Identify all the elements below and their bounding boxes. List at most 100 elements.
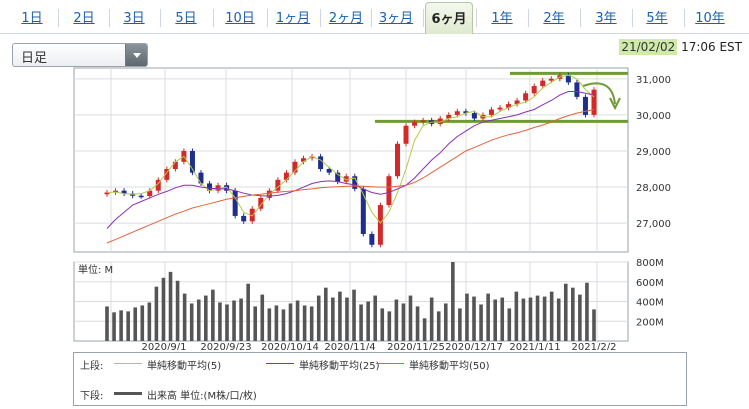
- tab-separator: [160, 9, 161, 27]
- volume-bar: [211, 289, 215, 341]
- candle-body: [523, 93, 529, 101]
- volume-bar: [528, 297, 533, 341]
- tab-8[interactable]: 6ヶ月: [425, 2, 473, 34]
- volume-bar: [429, 297, 434, 341]
- tab-3[interactable]: 5日: [175, 11, 197, 26]
- volume-bar: [549, 291, 554, 341]
- legend-lower-label: 下段:: [80, 391, 104, 402]
- volume-bar: [535, 295, 540, 341]
- tab-13[interactable]: 10年: [695, 11, 725, 26]
- candle-body: [420, 120, 426, 123]
- interval-select-value: 日足: [21, 51, 48, 66]
- volume-bar: [359, 304, 363, 341]
- candle-body: [292, 161, 298, 173]
- candle-body: [232, 190, 238, 216]
- timestamp-date: 21/02/02: [619, 39, 678, 55]
- volume-bar: [161, 277, 166, 341]
- legend-swatch-ma5: [114, 363, 142, 364]
- volume-bar: [323, 287, 328, 341]
- volume-bar: [366, 301, 370, 341]
- volume-bar: [281, 309, 286, 341]
- volume-bar: [274, 305, 279, 341]
- volume-bar: [239, 298, 243, 341]
- tab-1[interactable]: 2日: [73, 11, 95, 26]
- volume-bar: [521, 298, 526, 341]
- candle-body: [301, 158, 307, 162]
- volume-bar: [316, 295, 321, 341]
- volume-bar: [415, 306, 420, 341]
- candle-body: [394, 143, 400, 177]
- volume-bar: [592, 309, 596, 341]
- volume-bar: [387, 311, 392, 341]
- volume-bar: [436, 311, 441, 341]
- volume-tick-label: 800M: [636, 258, 664, 269]
- ma25-line: [106, 91, 595, 229]
- ma50-line: [106, 109, 595, 244]
- candle-body: [531, 86, 537, 94]
- candle-body: [172, 161, 178, 170]
- legend-swatch-ma25: [266, 363, 294, 364]
- candle-body: [121, 190, 127, 194]
- volume-bar: [267, 308, 272, 341]
- price-tick-label: 30,000: [636, 111, 671, 122]
- candle-body: [497, 107, 503, 110]
- volume-bar: [493, 299, 497, 341]
- volume-bar: [302, 305, 307, 341]
- volume-bar: [472, 296, 476, 341]
- candle-body: [403, 125, 409, 144]
- tab-5[interactable]: 1ヶ月: [275, 11, 311, 26]
- tab-0[interactable]: 1日: [21, 11, 43, 26]
- candle-body: [386, 176, 392, 206]
- tab-7[interactable]: 3ヶ月: [378, 11, 414, 26]
- tab-9[interactable]: 1年: [491, 11, 513, 26]
- legend-text-volume: 出来高 単位:(M株/口/枚): [147, 391, 257, 402]
- tab-separator: [683, 9, 685, 27]
- volume-bar: [585, 282, 589, 341]
- tab-separator: [475, 9, 477, 27]
- candle-body: [582, 96, 588, 115]
- tab-separator: [422, 9, 424, 27]
- tab-4[interactable]: 10日: [225, 11, 255, 26]
- date-label: 2020/9/23: [200, 342, 251, 350]
- volume-bar: [288, 303, 293, 341]
- candle-body: [412, 122, 418, 126]
- candle-body: [377, 205, 383, 245]
- volume-bar: [486, 293, 490, 341]
- candle-body: [147, 190, 153, 197]
- candle-body: [189, 150, 195, 173]
- candle-body: [488, 109, 494, 115]
- candle-body: [249, 208, 255, 222]
- tab-11[interactable]: 3年: [595, 11, 617, 26]
- interval-select[interactable]: 日足: [12, 43, 148, 67]
- candle-body: [565, 75, 571, 83]
- volume-bar: [571, 287, 575, 341]
- tab-separator: [580, 9, 581, 27]
- tab-2[interactable]: 3日: [123, 11, 145, 26]
- timestamp: 21/02/02 17:06 EST: [619, 39, 742, 55]
- candle-body: [514, 100, 520, 105]
- candle-body: [574, 82, 580, 97]
- tab-6[interactable]: 2ヶ月: [328, 11, 364, 26]
- tab-separator: [213, 9, 214, 27]
- volume-bar: [253, 306, 258, 341]
- volume-bar: [204, 295, 208, 341]
- candle-body: [138, 195, 144, 198]
- volume-bar: [394, 299, 399, 341]
- volume-tick-label: 600M: [636, 278, 664, 289]
- volume-bar: [133, 307, 138, 341]
- volume-unit-label: 単位: M: [78, 263, 113, 276]
- volume-tick-label: 200M: [636, 317, 664, 328]
- legend-swatch-ma50: [376, 363, 404, 364]
- volume-bar: [556, 298, 561, 341]
- tab-10[interactable]: 2年: [543, 11, 565, 26]
- tab-12[interactable]: 5年: [646, 11, 668, 26]
- date-label: 2021/2/2: [572, 342, 617, 350]
- volume-bar: [479, 304, 483, 341]
- volume-bar: [563, 283, 568, 341]
- date-label: 2021/1/11: [509, 342, 560, 350]
- price-tick-label: 31,000: [636, 75, 671, 86]
- date-label: 2020/9/1: [142, 342, 187, 350]
- volume-bar: [542, 296, 547, 341]
- candle-body: [352, 176, 358, 189]
- chevron-down-icon[interactable]: [125, 44, 147, 66]
